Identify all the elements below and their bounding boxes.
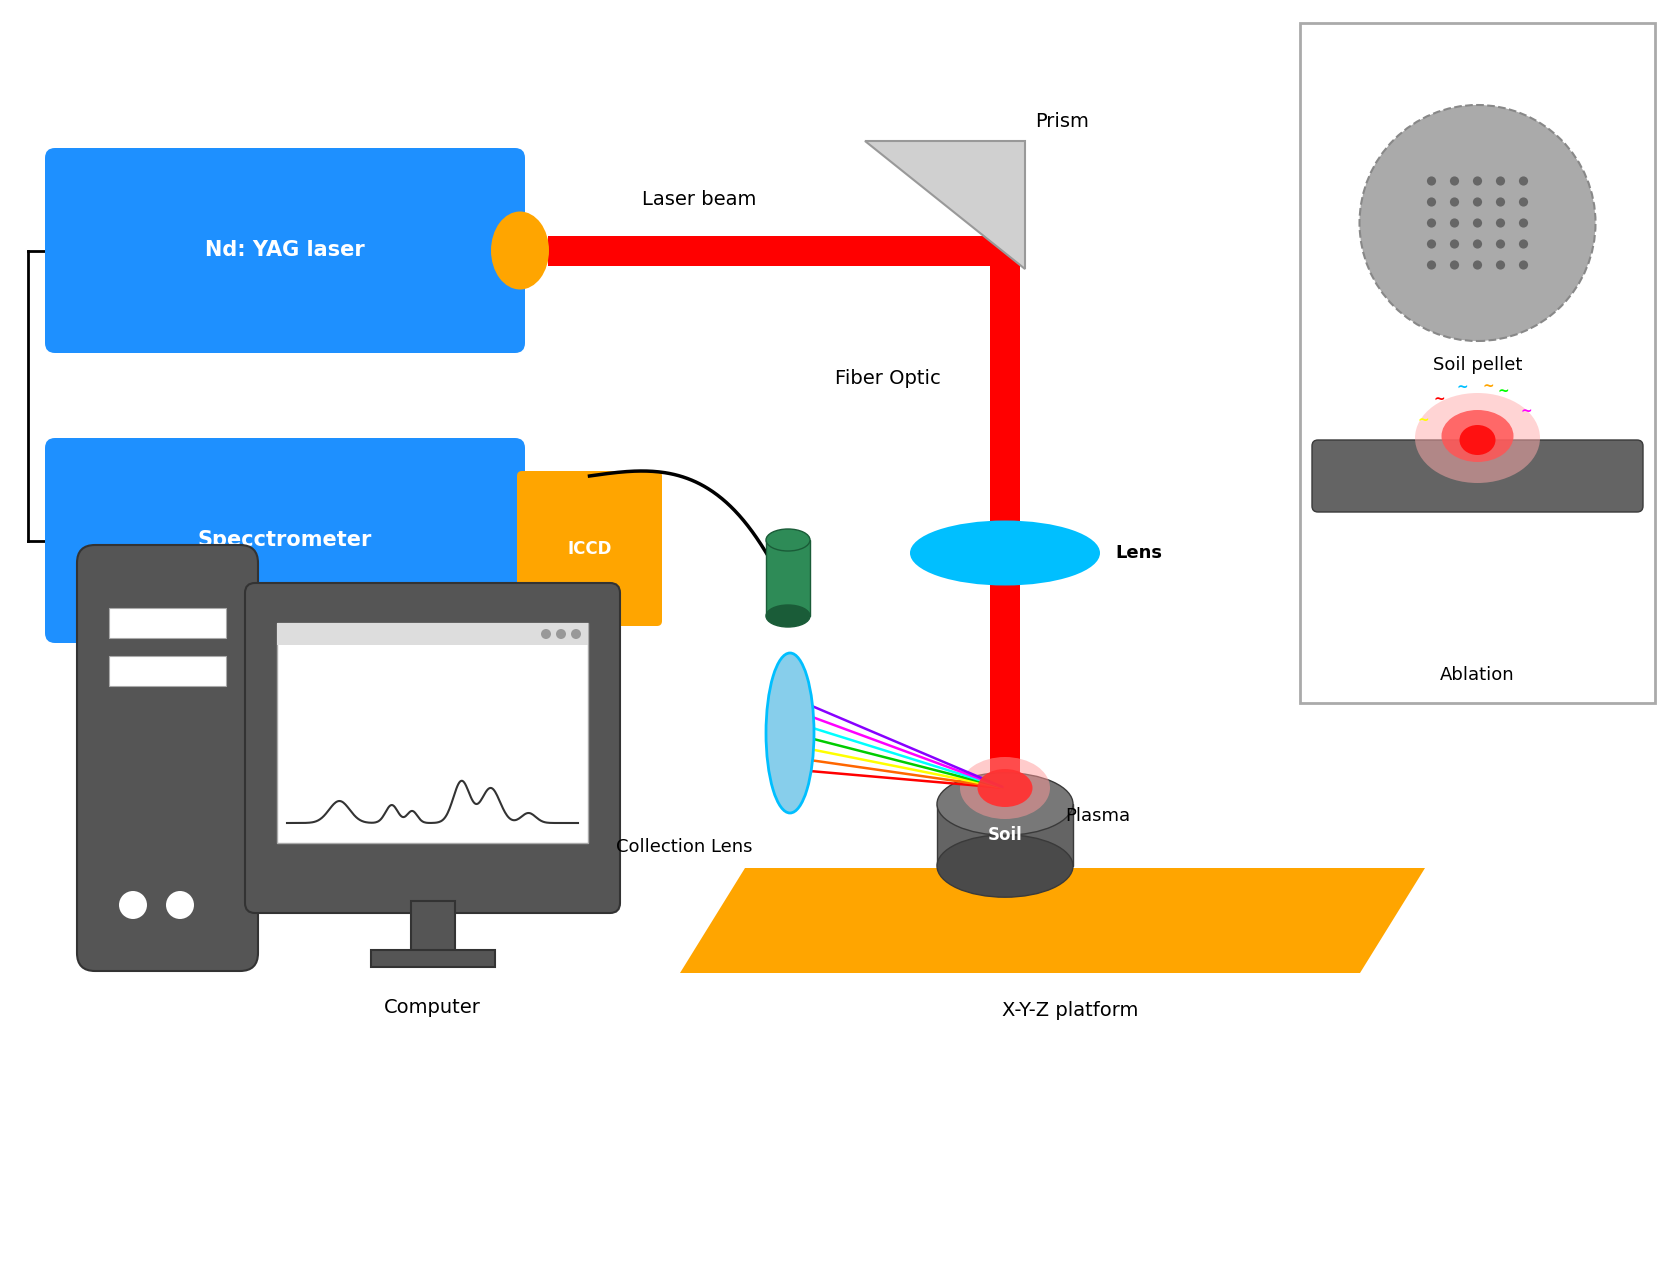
Ellipse shape [766,605,809,626]
Ellipse shape [960,757,1050,818]
Circle shape [1426,240,1436,249]
Circle shape [1450,240,1460,249]
Polygon shape [864,141,1025,269]
FancyBboxPatch shape [517,471,662,626]
Ellipse shape [766,653,814,813]
Text: Plasma: Plasma [1065,807,1130,825]
Text: Specctrometer: Specctrometer [197,530,373,551]
Ellipse shape [910,520,1100,586]
Circle shape [1450,218,1460,227]
Circle shape [1518,260,1528,269]
Circle shape [1518,218,1528,227]
FancyBboxPatch shape [1313,440,1644,512]
Circle shape [1426,177,1436,186]
Bar [371,950,495,967]
Text: Prism: Prism [1035,112,1088,131]
Text: Soil pellet: Soil pellet [1433,356,1522,374]
Bar [766,541,809,616]
Circle shape [1518,240,1528,249]
Circle shape [1518,197,1528,207]
Circle shape [1359,105,1595,341]
Ellipse shape [936,773,1073,835]
Ellipse shape [1441,410,1513,462]
Text: Laser beam: Laser beam [642,189,756,208]
Circle shape [1496,177,1505,186]
Ellipse shape [1460,426,1495,455]
Text: X-Y-Z platform: X-Y-Z platform [1002,1002,1139,1021]
Text: Soil: Soil [988,826,1022,844]
Ellipse shape [936,835,1073,897]
Polygon shape [681,868,1425,973]
Text: ~: ~ [1418,414,1430,428]
Circle shape [166,890,194,919]
Text: ~: ~ [1522,404,1533,418]
Text: Fiber Optic: Fiber Optic [834,369,941,388]
Bar [109,655,226,686]
Circle shape [1473,218,1481,227]
Circle shape [1496,218,1505,227]
Circle shape [1496,197,1505,207]
Circle shape [1473,177,1481,186]
Circle shape [1450,177,1460,186]
Circle shape [1473,260,1481,269]
Circle shape [1496,260,1505,269]
Bar [1301,23,1655,703]
Text: Nd: YAG laser: Nd: YAG laser [206,240,364,260]
FancyBboxPatch shape [45,438,525,643]
Circle shape [1496,240,1505,249]
Circle shape [1426,218,1436,227]
Circle shape [542,629,552,639]
Text: Collection Lens: Collection Lens [615,837,752,856]
FancyBboxPatch shape [45,148,525,352]
Circle shape [1450,260,1460,269]
Text: ~: ~ [1481,380,1493,394]
Circle shape [1473,197,1481,207]
Circle shape [572,629,580,639]
Text: ~: ~ [1496,385,1508,399]
FancyBboxPatch shape [246,584,620,913]
Circle shape [1450,197,1460,207]
Bar [990,251,1020,788]
Text: ~: ~ [1433,393,1445,407]
Circle shape [119,890,147,919]
Bar [278,623,589,645]
Circle shape [1518,177,1528,186]
Ellipse shape [766,529,809,551]
Circle shape [1426,260,1436,269]
Text: Ablation: Ablation [1440,666,1515,685]
Bar [109,608,226,638]
Bar [548,236,1015,266]
FancyBboxPatch shape [77,546,257,971]
Ellipse shape [1415,393,1540,482]
Ellipse shape [978,769,1033,807]
Circle shape [1473,240,1481,249]
Text: ~: ~ [1456,381,1468,395]
Bar [411,901,455,955]
Ellipse shape [492,211,548,289]
Text: Computer: Computer [385,998,482,1017]
Bar [936,805,1073,866]
Text: Lens: Lens [1115,544,1162,562]
Circle shape [1426,197,1436,207]
Bar [278,623,589,842]
Text: ICCD: ICCD [567,539,612,557]
Circle shape [557,629,567,639]
